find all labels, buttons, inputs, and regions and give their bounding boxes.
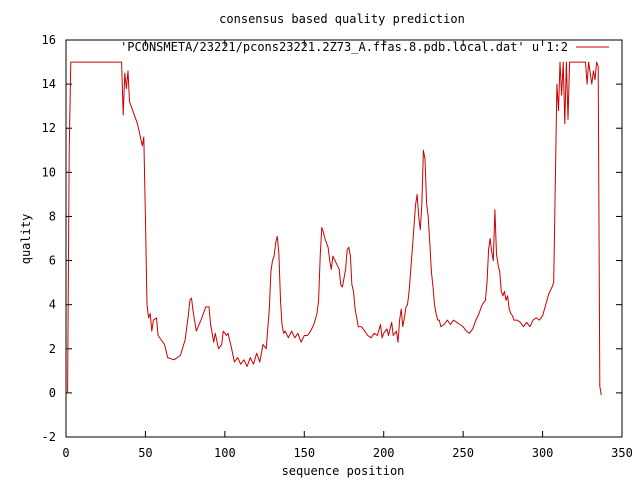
y-axis-label: quality (19, 214, 33, 265)
y-tick-label: 10 (42, 165, 56, 179)
legend: 'PCONSMETA/23221/pcons23221.2Z73_A.ffas.… (120, 40, 609, 54)
x-tick-label: 350 (611, 446, 633, 460)
y-tick-label: 14 (42, 77, 56, 91)
axis-ticks: 0 50 100 150 200 250 300 350 -2 0 2 4 6 8 10 12 14 16 (42, 33, 633, 460)
chart-title: consensus based quality prediction (219, 12, 465, 26)
y-tick-label: 6 (49, 254, 56, 268)
y-tick-label: 0 (49, 386, 56, 400)
y-tick-label: 2 (49, 342, 56, 356)
y-tick-label: -2 (42, 430, 56, 444)
y-tick-label: 4 (49, 298, 56, 312)
legend-series-label: 'PCONSMETA/23221/pcons23221.2Z73_A.ffas.… (120, 40, 568, 54)
x-tick-label: 0 (62, 446, 69, 460)
y-tick-label: 12 (42, 121, 56, 135)
series-layer (67, 61, 602, 396)
y-tick-label: 16 (42, 33, 56, 47)
x-tick-label: 300 (532, 446, 554, 460)
x-tick-label: 250 (452, 446, 474, 460)
x-tick-label: 200 (373, 446, 395, 460)
x-tick-label: 100 (214, 446, 236, 460)
x-tick-label: 50 (138, 446, 152, 460)
series-line-quality (67, 61, 602, 396)
x-axis-label: sequence position (282, 464, 405, 478)
x-tick-label: 150 (293, 446, 315, 460)
plot-frame (65, 39, 623, 438)
y-tick-label: 8 (49, 209, 56, 223)
